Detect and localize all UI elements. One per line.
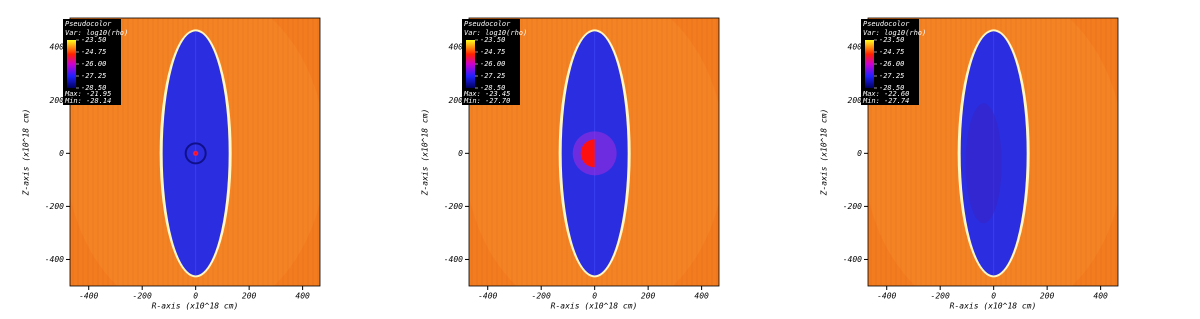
legend-min: Min: -28.14: [64, 97, 111, 105]
frame: [867, 17, 1119, 287]
ring: [184, 142, 207, 165]
x-tick-label: -200: [133, 292, 152, 301]
x-axis-label: R-axis (x10^18 cm): [950, 302, 1037, 311]
panel: -400 -200 0 200 400 -400 -200 0 200 400 R-axis (x1…: [22, 17, 321, 311]
colorbar-tick-label: -27.25: [879, 72, 904, 80]
x-tick-label: -400: [478, 292, 497, 301]
x-axis-label: R-axis (x10^18 cm): [152, 302, 239, 311]
y-axis-label: Z-axis (x10^18 cm): [22, 109, 31, 197]
y-axis-label: Z-axis (x10^18 cm): [421, 109, 430, 197]
y-tick-label: 400: [449, 43, 464, 52]
colorbar-tick-label: -24.75: [81, 48, 106, 56]
colorbar-tick-label: -23.50: [480, 36, 505, 44]
colorbar-tick-label: -23.50: [879, 36, 904, 44]
x-tick-label: 200: [242, 292, 257, 301]
colorbar-tick-label: -28.50: [879, 84, 904, 92]
colorbar-tick-label: -28.50: [480, 84, 505, 92]
colorbar-tick-label: -26.00: [879, 60, 904, 68]
y-tick-label: -200: [843, 202, 862, 211]
y-tick-label: 0: [458, 149, 463, 158]
y-tick-label: -200: [45, 202, 64, 211]
legend-min: Min: -27.74: [862, 97, 909, 105]
colorbar-tick-label: -24.75: [879, 48, 904, 56]
legend-variable: Var: log10(rho): [65, 29, 128, 37]
colorbar: [865, 40, 874, 88]
x-tick-label: 200: [1040, 292, 1055, 301]
core: [192, 150, 199, 157]
y-tick-label: 200: [848, 96, 863, 105]
y-tick-label: -400: [444, 255, 463, 264]
colorbar-tick-label: -23.50: [81, 36, 106, 44]
x-axis-label: R-axis (x10^18 cm): [551, 302, 638, 311]
x-tick-label: -200: [532, 292, 551, 301]
x-tick-label: -200: [931, 292, 950, 301]
field: [70, 18, 320, 286]
patch: [965, 103, 1002, 224]
colorbar-tick-label: -24.75: [480, 48, 505, 56]
y-tick-label: -400: [45, 255, 64, 264]
y-tick-label: 200: [449, 96, 464, 105]
legend-variable: Var: log10(rho): [863, 29, 926, 37]
x-tick-label: -400: [79, 292, 98, 301]
x-tick-label: 400: [1093, 292, 1108, 301]
colorbar-tick-label: -27.25: [81, 72, 106, 80]
panel: -400 -200 0 200 400 -400 -200 0 200 400 R-axis (x1…: [421, 17, 720, 311]
legend-title: Pseudocolor: [464, 20, 511, 28]
core: [580, 139, 595, 168]
y-tick-label: 0: [59, 149, 64, 158]
legend-max: Max: -23.45: [463, 90, 510, 98]
colorbar-tick-label: -26.00: [81, 60, 106, 68]
colorbar-tick-label: -27.25: [480, 72, 505, 80]
y-tick-label: -200: [444, 202, 463, 211]
x-tick-label: 0: [592, 292, 597, 301]
legend-max: Max: -21.95: [64, 90, 111, 98]
y-tick-label: 400: [848, 43, 863, 52]
frame: [468, 17, 720, 287]
y-tick-label: 200: [50, 96, 65, 105]
x-tick-label: 200: [641, 292, 656, 301]
x-tick-label: 400: [295, 292, 310, 301]
legend-variable: Var: log10(rho): [464, 29, 527, 37]
x-tick-label: 0: [991, 292, 996, 301]
legend-title: Pseudocolor: [863, 20, 910, 28]
panel: -400 -200 0 200 400 -400 -200 0 200 400 R-axis (x1…: [820, 17, 1119, 311]
frame: [69, 17, 321, 287]
y-tick-label: 400: [50, 43, 65, 52]
legend-title: Pseudocolor: [65, 20, 112, 28]
x-tick-label: 400: [694, 292, 709, 301]
y-axis-label: Z-axis (x10^18 cm): [820, 109, 829, 197]
x-tick-label: 0: [193, 292, 198, 301]
colorbar-tick-label: -26.00: [480, 60, 505, 68]
legend-min: Min: -27.70: [463, 97, 510, 105]
colorbar-tick-label: -28.50: [81, 84, 106, 92]
y-tick-label: 0: [857, 149, 862, 158]
colorbar: [466, 40, 475, 88]
x-tick-label: -400: [877, 292, 896, 301]
y-tick-label: -400: [843, 255, 862, 264]
colorbar: [67, 40, 76, 88]
field: [469, 18, 719, 286]
legend-max: Max: -22.60: [862, 90, 909, 98]
